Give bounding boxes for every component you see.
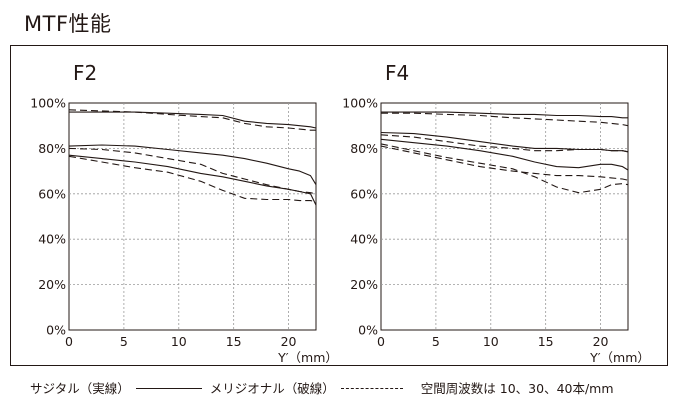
chart-2-x-tick-label: 5: [432, 334, 440, 349]
legend-meridional-label: メリジオナル（破線）: [209, 381, 335, 396]
chart-2-series-2-dashed-line: [381, 112, 629, 127]
chart-1-y-tick-label: 80%: [38, 141, 66, 156]
chart-1-y-tick-label: 60%: [38, 186, 66, 201]
chart-2-series-3-solid-line: [380, 131, 629, 153]
chart-1-series-6-dashed-line: [68, 155, 317, 203]
chart-1-x-tick-label: 10: [171, 334, 187, 349]
legend-solid-swatch: [135, 388, 202, 389]
chart-1-title: F2: [73, 61, 97, 85]
chart-1-series-1-solid-line: [69, 111, 317, 129]
chart-2-series-7-dashed-line: [380, 145, 629, 181]
legend-sagittal-label: サジタル（実線）: [30, 381, 130, 396]
chart-2-x-tick-label: 10: [483, 334, 499, 349]
chart-1-x-tick-label: 15: [226, 334, 242, 349]
chart-1-plot-frame: [68, 102, 317, 331]
legend-frequency-note: 空間周波数は 10、30、40本/mm: [420, 381, 614, 396]
chart-1-series-5-solid-line: [68, 154, 317, 206]
chart-2-x-tick-label: 20: [593, 334, 609, 349]
page-title: MTF性能: [24, 12, 112, 36]
chart-frame: [10, 45, 668, 366]
chart-1-y-tick-label: 100%: [30, 96, 66, 111]
chart-2-y-tick-label: 80%: [350, 141, 378, 156]
chart-2-plot-frame: [380, 102, 629, 331]
chart-1-y-tick-label: 20%: [38, 277, 66, 292]
chart-1-y-tick-label: 0%: [46, 323, 66, 338]
chart-2-series-6-dashed-line: [380, 143, 629, 194]
chart-1-series-4-dashed-line: [68, 147, 317, 195]
chart-2-y-tick-label: 20%: [350, 277, 378, 292]
chart-2-y-tick-label: 100%: [342, 96, 378, 111]
chart-2-y-tick-label: 60%: [350, 186, 378, 201]
chart-2-y-tick-label: 40%: [350, 232, 378, 247]
chart-2-x-tick-label: 0: [377, 334, 385, 349]
chart-1-y-tick-label: 40%: [38, 232, 66, 247]
chart-1-x-tick-label: 0: [65, 334, 73, 349]
legend-dashed-swatch: [340, 388, 403, 389]
chart-2-series-4-dashed-line: [380, 134, 629, 153]
chart-1-x-axis-label: Y′（mm）: [277, 350, 338, 365]
legend: サジタル（実線） メリジオナル（破線） 空間周波数は 10、30、40本/mm: [30, 378, 614, 397]
chart-2-x-tick-label: 15: [538, 334, 554, 349]
chart-1-x-tick-label: 20: [281, 334, 297, 349]
chart-2-y-tick-label: 0%: [358, 323, 378, 338]
chart-2-series-1-solid-line: [381, 111, 628, 119]
chart-2-x-axis-label: Y′（mm）: [589, 350, 650, 365]
chart-2-title: F4: [385, 61, 409, 85]
chart-1-series-2-dashed-line: [68, 109, 316, 131]
chart-1-series-3-solid-line: [68, 144, 317, 185]
chart-2-series-5-solid-line: [380, 138, 629, 171]
chart-1-x-tick-label: 5: [120, 334, 128, 349]
